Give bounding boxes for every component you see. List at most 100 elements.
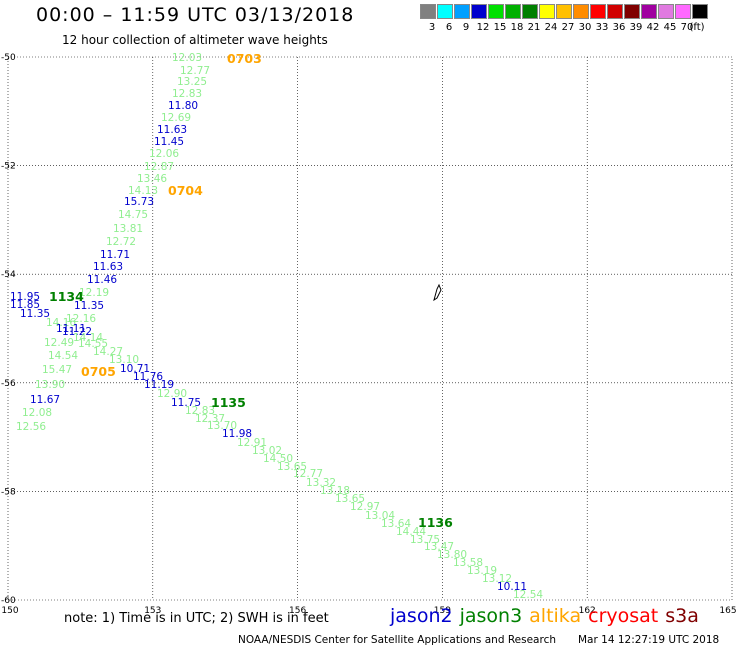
swh-reading: 13.10 <box>109 354 139 366</box>
lat-tick-label: -54 <box>1 270 16 280</box>
scale-label: 9 <box>462 22 470 33</box>
swh-reading: 11.45 <box>154 136 184 148</box>
map-grid <box>7 56 733 601</box>
lon-tick-label: 162 <box>579 606 596 616</box>
scale-swatch <box>658 4 674 19</box>
swh-reading: 14.14 <box>73 332 103 344</box>
swh-reading: 13.32 <box>306 477 336 489</box>
scale-label: 45 <box>663 22 677 33</box>
swh-reading: 13.80 <box>437 549 467 561</box>
swh-reading: 11.95 <box>10 291 40 303</box>
swh-reading: 13.12 <box>482 573 512 585</box>
swh-reading: 11.75 <box>171 397 201 409</box>
swh-reading: 11.85 <box>10 299 40 311</box>
lon-tick-label: 165 <box>719 606 736 616</box>
swh-reading: 11.98 <box>222 428 252 440</box>
generated-timestamp: Mar 14 12:27:19 UTC 2018 <box>578 634 720 646</box>
wave-height-readings: 12.0312.7713.2512.8311.8012.6911.6311.45… <box>10 52 543 601</box>
swh-reading: 11.46 <box>87 274 117 286</box>
scale-swatch <box>539 4 555 19</box>
swh-reading: 14.13 <box>128 185 158 197</box>
swh-reading: 12.97 <box>350 501 380 513</box>
swh-reading: 12.49 <box>44 337 74 349</box>
pass-time-label: 1134 <box>49 289 84 304</box>
swh-reading: 12.77 <box>180 65 210 77</box>
scale-swatch <box>641 4 657 19</box>
pass-time-label: 0704 <box>168 183 203 198</box>
swh-reading: 14.75 <box>118 209 148 221</box>
swh-reading: 12.77 <box>293 468 323 480</box>
legend-jason2: jason2 <box>390 605 453 627</box>
swh-reading: 13.18 <box>320 485 350 497</box>
swh-reading: 13.19 <box>467 565 497 577</box>
scale-unit: (ft) <box>689 22 705 33</box>
lon-tick-label: 159 <box>434 606 451 616</box>
swh-reading: 11.80 <box>168 100 198 112</box>
swh-reading: 11.35 <box>74 300 104 312</box>
swh-reading: 15.73 <box>124 196 154 208</box>
swh-reading: 11.63 <box>93 261 123 273</box>
pass-time-label: 0705 <box>81 364 116 379</box>
pass-time-label: 1135 <box>211 395 246 410</box>
swh-reading: 11.63 <box>157 124 187 136</box>
swh-reading: 13.47 <box>424 541 454 553</box>
scale-swatch <box>556 4 572 19</box>
swh-reading: 14.55 <box>78 338 108 350</box>
legend-cryosat: cryosat <box>588 605 659 627</box>
map-frame <box>7 56 733 601</box>
swh-reading: 13.65 <box>277 461 307 473</box>
scale-swatch <box>471 4 487 19</box>
swh-reading: 12.72 <box>106 236 136 248</box>
scale-label: 6 <box>445 22 453 33</box>
swh-reading: 13.58 <box>453 557 483 569</box>
swh-reading: 12.87 <box>144 161 174 173</box>
swh-reading: 13.65 <box>335 493 365 505</box>
scale-label: 15 <box>493 22 507 33</box>
scale-swatch <box>454 4 470 19</box>
swh-reading: 11.67 <box>30 394 60 406</box>
swh-reading: 12.54 <box>513 589 543 601</box>
swh-reading: 14.44 <box>396 526 426 538</box>
swh-reading: 12.83 <box>172 88 202 100</box>
satellite-legend: jason2 jason3 altika cryosat s3a <box>390 605 706 627</box>
swh-reading: 12.06 <box>149 148 179 160</box>
swh-reading: 14.16 <box>46 317 76 329</box>
swh-reading: 15.47 <box>42 364 72 376</box>
scale-swatch <box>505 4 521 19</box>
scale-label: 39 <box>629 22 643 33</box>
scale-swatch <box>692 4 708 19</box>
swh-reading: 10.71 <box>120 363 150 375</box>
pass-time-label: 1136 <box>418 515 453 530</box>
lat-tick-label: -56 <box>1 379 16 389</box>
swh-reading: 14.27 <box>93 346 123 358</box>
swh-reading: 12.19 <box>79 287 109 299</box>
swh-reading: 11.19 <box>144 379 174 391</box>
swh-reading: 11.71 <box>100 249 130 261</box>
swh-reading: 14.54 <box>48 350 78 362</box>
swh-reading: 13.90 <box>35 379 65 391</box>
scale-label: 21 <box>527 22 541 33</box>
legend-altika: altika <box>529 605 582 627</box>
swh-reading: 12.37 <box>195 413 225 425</box>
swh-reading: 12.83 <box>185 405 215 417</box>
scale-swatch <box>590 4 606 19</box>
swh-reading: 12.08 <box>22 407 52 419</box>
page-subtitle: 12 hour collection of altimeter wave hei… <box>62 33 328 47</box>
swh-reading: 13.04 <box>365 510 395 522</box>
footnote: note: 1) Time is in UTC; 2) SWH is in fe… <box>64 611 329 626</box>
swh-reading: 13.64 <box>381 518 411 530</box>
wave-height-color-scale: 3 6 9 12 15 18 21 24 27 30 33 36 39 42 45 70 (ft) <box>420 4 738 36</box>
swh-reading: 13.46 <box>137 173 167 185</box>
island-outline <box>433 283 442 302</box>
scale-label: 18 <box>510 22 524 33</box>
swh-reading: 10.11 <box>497 581 527 593</box>
scale-label: 30 <box>578 22 592 33</box>
scale-swatch <box>420 4 436 19</box>
swh-reading: 13.81 <box>113 223 143 235</box>
credit-line: NOAA/NESDIS Center for Satellite Applica… <box>238 634 556 646</box>
swh-reading: 12.91 <box>237 437 267 449</box>
lat-tick-label: -52 <box>1 162 16 172</box>
scale-swatch <box>573 4 589 19</box>
swh-reading: 12.56 <box>16 421 46 433</box>
